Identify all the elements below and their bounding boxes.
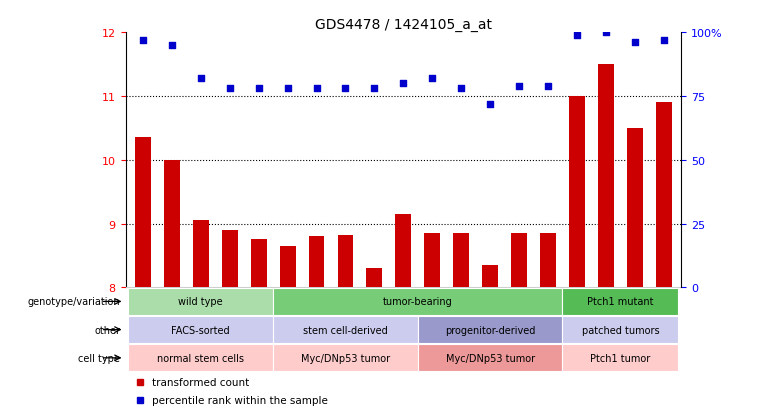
Point: [397, 81, 409, 87]
Point: [253, 86, 265, 93]
Point: [282, 86, 294, 93]
Bar: [250, 240, 266, 287]
Bar: [135, 138, 151, 287]
Text: tumor-bearing: tumor-bearing: [383, 297, 453, 307]
Text: progenitor-derived: progenitor-derived: [445, 325, 535, 335]
Point: [166, 43, 178, 49]
Point: [368, 86, 380, 93]
Point: [339, 86, 352, 93]
Text: Ptch1 mutant: Ptch1 mutant: [587, 297, 654, 307]
Point: [571, 32, 583, 39]
Text: Myc/DNp53 tumor: Myc/DNp53 tumor: [301, 353, 390, 363]
Bar: [193, 221, 209, 287]
Text: patched tumors: patched tumors: [581, 325, 659, 335]
Bar: [454, 233, 469, 287]
Point: [426, 76, 438, 82]
Text: other: other: [94, 325, 120, 335]
Bar: [511, 233, 527, 287]
Point: [310, 86, 323, 93]
Text: FACS-sorted: FACS-sorted: [171, 325, 230, 335]
Bar: [627, 128, 643, 287]
Bar: [482, 265, 498, 287]
Bar: [396, 214, 411, 287]
Bar: [562, 316, 678, 343]
Bar: [129, 344, 273, 371]
Text: Myc/DNp53 tumor: Myc/DNp53 tumor: [446, 353, 535, 363]
Text: wild type: wild type: [179, 297, 223, 307]
Title: GDS4478 / 1424105_a_at: GDS4478 / 1424105_a_at: [315, 18, 492, 32]
Bar: [656, 103, 672, 287]
Bar: [418, 316, 562, 343]
Bar: [418, 344, 562, 371]
Bar: [129, 316, 273, 343]
Bar: [221, 230, 237, 287]
Bar: [425, 233, 440, 287]
Text: normal stem cells: normal stem cells: [158, 353, 244, 363]
Bar: [338, 235, 353, 287]
Point: [455, 86, 467, 93]
Bar: [540, 233, 556, 287]
Point: [224, 86, 236, 93]
Point: [542, 83, 554, 90]
Text: cell type: cell type: [78, 353, 120, 363]
Bar: [279, 246, 295, 287]
Text: transformed count: transformed count: [151, 377, 249, 387]
Bar: [129, 288, 273, 315]
Bar: [308, 237, 324, 287]
Point: [137, 37, 149, 44]
Point: [195, 76, 207, 82]
Bar: [562, 344, 678, 371]
Bar: [562, 288, 678, 315]
Bar: [569, 97, 585, 287]
Text: Ptch1 tumor: Ptch1 tumor: [591, 353, 651, 363]
Bar: [273, 316, 418, 343]
Point: [513, 83, 525, 90]
Text: percentile rank within the sample: percentile rank within the sample: [151, 395, 328, 405]
Bar: [273, 288, 562, 315]
Bar: [164, 160, 180, 287]
Bar: [598, 65, 614, 287]
Text: genotype/variation: genotype/variation: [27, 297, 120, 307]
Point: [600, 30, 612, 36]
Bar: [367, 268, 382, 287]
Point: [629, 40, 641, 47]
Bar: [273, 344, 418, 371]
Text: stem cell-derived: stem cell-derived: [303, 325, 388, 335]
Point: [658, 37, 670, 44]
Point: [484, 101, 496, 108]
